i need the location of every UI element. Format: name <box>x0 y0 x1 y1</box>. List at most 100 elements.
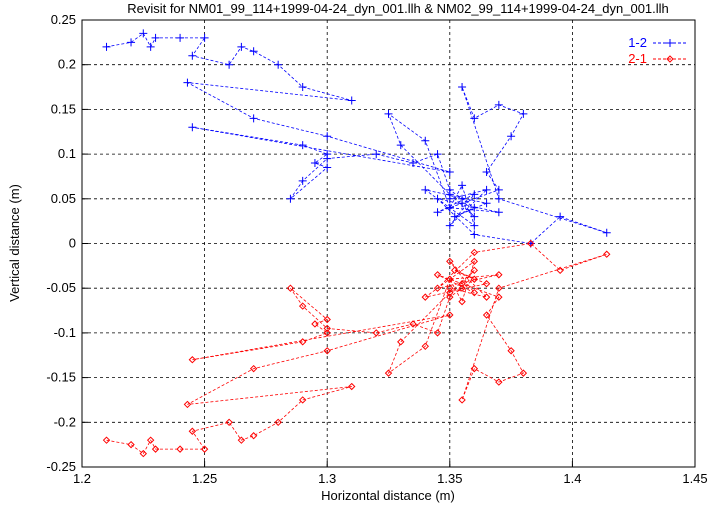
y-tick-label: -0.05 <box>46 280 76 295</box>
diamond-marker <box>298 302 307 310</box>
plus-marker <box>602 228 611 237</box>
y-tick-label: 0.05 <box>51 191 76 206</box>
diamond-marker <box>183 400 192 409</box>
x-tick-label: 1.45 <box>682 471 707 486</box>
diamond-marker <box>470 288 479 297</box>
plus-marker <box>458 181 467 190</box>
legend: 1-22-1 <box>628 35 688 66</box>
diamond-marker <box>323 347 331 355</box>
diamond-marker <box>200 445 209 453</box>
plus-marker <box>323 132 332 141</box>
diamond-marker <box>458 280 466 288</box>
plus-marker <box>494 185 503 194</box>
diamond-marker <box>433 271 442 279</box>
plus-marker <box>183 78 192 87</box>
plus-marker <box>482 167 491 176</box>
legend-label: 2-1 <box>628 51 647 66</box>
plus-marker <box>470 114 479 123</box>
y-tick-label: 0 <box>69 236 76 251</box>
plus-marker <box>286 194 295 203</box>
plus-marker <box>519 109 528 118</box>
diamond-marker <box>323 324 331 333</box>
plus-marker <box>146 42 155 51</box>
diamond-marker <box>139 449 148 458</box>
diamond-marker <box>409 320 417 328</box>
plus-marker <box>494 100 503 109</box>
diamond-marker <box>176 445 184 453</box>
diamond-marker <box>446 284 454 292</box>
series-layer <box>102 29 611 458</box>
x-tick-label: 1.2 <box>73 471 91 486</box>
diamond-marker <box>323 329 331 337</box>
plus-marker <box>225 60 234 69</box>
diamond-marker <box>556 266 564 275</box>
plus-marker <box>409 159 418 168</box>
plus-marker <box>298 176 307 185</box>
x-tick-label: 1.3 <box>318 471 336 486</box>
tick-labels: 1.2 1.25 1.3 1.35 1.4 1.45 0.25 0.2 0.15 0.1 0.05 0… <box>46 12 707 486</box>
plus-marker <box>666 39 674 47</box>
chart-title: Revisit for NM01_99_114+1999-04-24_dyn_0… <box>127 1 669 16</box>
diamond-marker <box>495 284 503 292</box>
legend-label: 1-2 <box>628 35 647 50</box>
y-tick-label: -0.15 <box>46 370 76 385</box>
plus-marker <box>433 208 442 217</box>
diamond-marker <box>421 342 429 351</box>
plus-marker <box>450 212 459 221</box>
plus-marker <box>556 212 565 221</box>
diamond-marker <box>603 250 611 258</box>
diamond-marker <box>495 271 503 279</box>
diamond-marker <box>433 329 442 337</box>
plus-marker <box>347 96 356 105</box>
diamond-marker <box>102 436 111 444</box>
plus-marker <box>470 230 479 239</box>
plus-marker <box>249 114 258 123</box>
diamond-marker <box>188 356 197 364</box>
diamond-marker <box>666 55 674 63</box>
diamond-marker <box>527 239 535 248</box>
plus-marker <box>396 141 405 150</box>
diamond-marker <box>311 320 319 328</box>
y-tick-label: 0.25 <box>51 12 76 27</box>
diamond-marker <box>421 293 429 301</box>
diamond-marker <box>151 445 160 453</box>
plus-marker <box>139 29 148 38</box>
plus-marker <box>249 47 258 56</box>
diamond-marker <box>225 418 233 427</box>
plus-marker <box>127 38 136 47</box>
diamond-marker <box>384 369 393 377</box>
grid <box>81 19 696 468</box>
diamond-marker <box>348 382 356 391</box>
diamond-marker <box>446 293 454 301</box>
diamond-marker <box>237 436 246 444</box>
series-line <box>106 243 607 455</box>
diamond-marker <box>482 280 491 288</box>
plus-marker <box>323 154 332 163</box>
diamond-marker <box>188 427 197 435</box>
plus-marker <box>102 42 111 51</box>
plus-marker <box>433 150 442 159</box>
plus-marker <box>151 33 160 42</box>
plus-marker <box>458 83 467 92</box>
plus-marker <box>482 185 491 194</box>
diamond-marker <box>482 311 491 319</box>
plus-marker <box>470 212 479 221</box>
y-tick-label: -0.25 <box>46 459 76 474</box>
plus-marker <box>445 194 454 203</box>
plus-marker <box>188 123 197 132</box>
plus-marker <box>445 203 454 212</box>
plus-marker <box>188 51 197 60</box>
diamond-marker <box>446 275 454 283</box>
diamond-marker <box>298 338 307 346</box>
plus-marker <box>482 199 491 208</box>
diamond-marker <box>458 297 466 306</box>
plus-marker <box>310 159 319 168</box>
y-tick-label: 0.1 <box>58 146 76 161</box>
plus-marker <box>298 141 307 150</box>
plus-marker <box>494 208 503 217</box>
diamond-marker <box>433 284 442 292</box>
series-line <box>106 32 607 244</box>
y-tick-label: -0.1 <box>54 325 76 340</box>
x-tick-label: 1.25 <box>192 471 217 486</box>
